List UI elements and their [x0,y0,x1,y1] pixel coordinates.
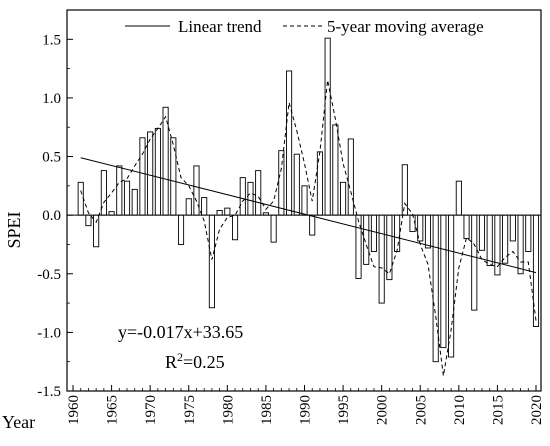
bar [286,70,293,216]
bar [463,214,470,240]
bar [471,214,478,311]
bar [270,214,277,243]
x-tick-label: 1960 [66,395,82,425]
moving-average-layer [80,80,537,376]
x-tick-label: 1975 [182,395,198,425]
bar [193,165,200,216]
bar [154,127,161,216]
bar [85,214,92,227]
bar [378,214,385,304]
legend: Linear trend 5-year moving average [125,17,484,36]
bar [216,210,223,216]
x-tick-label: 2020 [529,395,545,425]
bar [147,131,154,216]
r-squared-letter: R [165,352,177,372]
x-tick-label: 1990 [298,395,314,425]
y-tick-label: 1.0 [42,91,61,107]
bar [401,164,408,216]
legend-linear-trend-label: Linear trend [178,17,262,36]
x-tick-label: 1980 [220,395,236,425]
x-tick-label: 2010 [452,395,468,425]
bar [478,214,486,251]
bar [448,214,455,358]
bar [108,211,115,216]
bar [324,37,331,216]
bar [100,170,107,216]
x-tick-label: 1965 [105,395,121,425]
x-tick-label: 1970 [143,395,159,425]
x-tick-label: 2015 [490,395,506,425]
bar [239,177,246,216]
bar [394,214,401,252]
y-tick-label: -1.5 [37,384,61,400]
y-tick-label: 0.5 [42,150,61,166]
bar [185,198,192,216]
bar [201,197,208,216]
bar [386,214,393,281]
x-tick-label: 2000 [375,395,391,425]
bar [170,137,177,216]
bar [231,214,239,241]
bar [247,181,254,216]
bar [255,170,262,216]
bar [486,214,493,267]
r-squared-superscript: 2 [177,350,183,364]
bar [455,180,462,216]
bar [409,214,416,233]
bar [309,214,316,236]
y-tick-label: 1.5 [42,32,61,48]
bar [332,124,339,216]
bar [116,165,123,216]
y-tick-label: -0.5 [37,267,61,283]
bar [131,188,138,216]
r-squared-value: =0.25 [183,352,225,372]
bar [208,214,215,309]
axes [66,9,542,392]
bar [370,214,378,252]
bar [432,214,439,363]
bar [517,214,524,275]
moving-average-line [80,80,537,376]
bar [123,180,131,216]
bar [347,138,354,216]
x-axis-title: Year [2,412,35,432]
bar [440,214,447,349]
y-tick-label: -1.0 [37,325,61,341]
bar [93,214,100,248]
bar [77,181,84,216]
tick-labels: 1960 1965 1970 1975 1980 1985 1990 1995 2000 2005… [37,32,545,425]
x-tick-label: 1985 [259,395,275,425]
y-tick-label: 0.0 [42,208,61,224]
y-axis-title: SPEI [4,211,24,248]
bar [509,214,516,242]
bar [301,185,308,216]
regression-equation: y=-0.017x+33.65 [118,322,243,342]
bar [224,207,231,216]
legend-moving-average-label: 5-year moving average [327,17,484,36]
x-tick-label: 1995 [336,395,352,425]
bar [424,214,432,249]
bar [340,181,347,216]
bar [278,150,285,216]
bar [293,153,300,216]
bar-series [77,37,540,363]
bar [355,214,362,279]
r-squared: R2=0.25 [165,350,225,372]
x-tick-label: 2005 [413,395,429,425]
bar [177,214,185,245]
bar [525,214,532,252]
bar [139,137,146,216]
